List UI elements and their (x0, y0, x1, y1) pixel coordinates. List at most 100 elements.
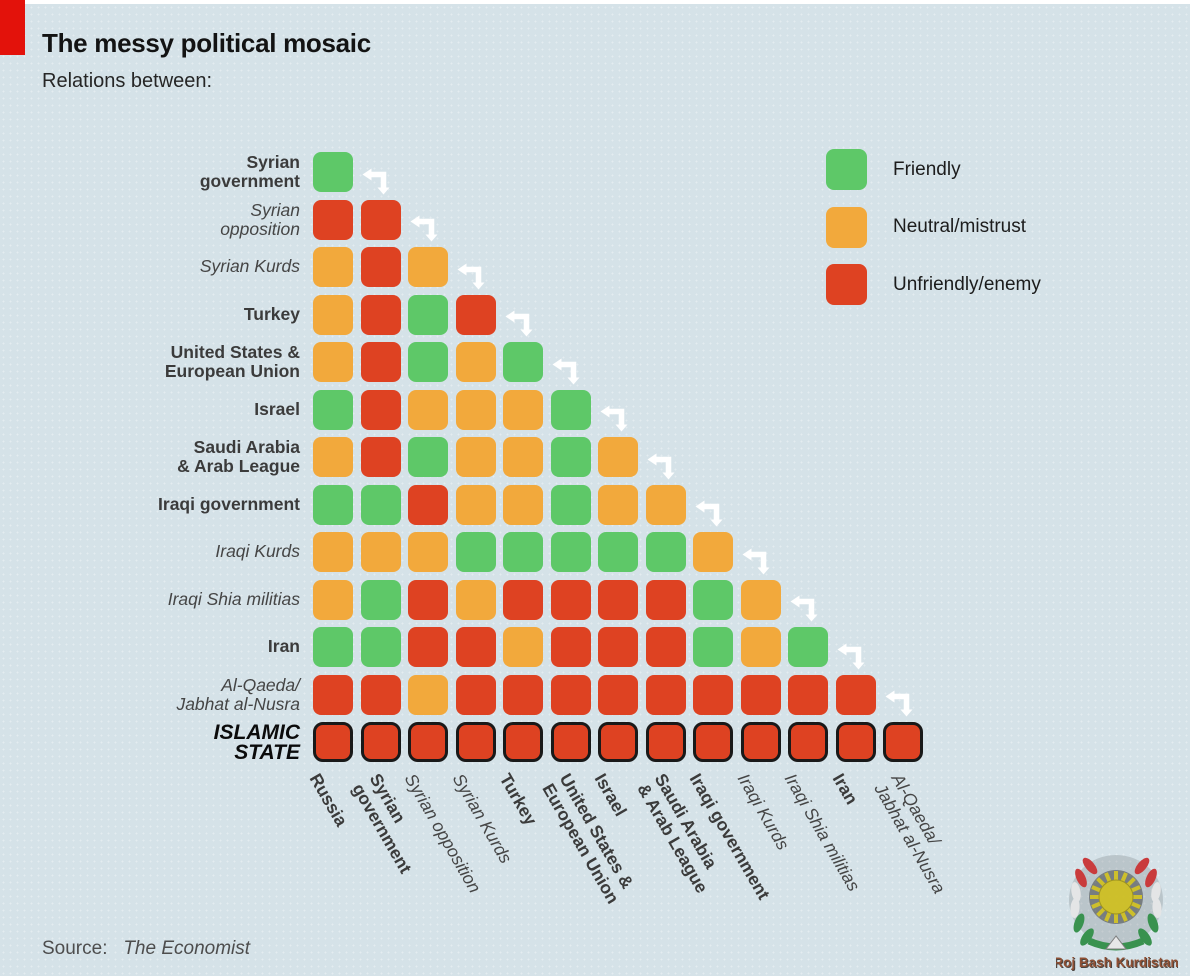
relation-cell (455, 532, 496, 572)
relation-cell (360, 674, 401, 715)
relation-cell (645, 722, 686, 762)
diagonal-turn-arrow-icon (742, 546, 771, 575)
relation-cell (313, 294, 353, 335)
row-label: Iraqi Kurds (215, 541, 300, 561)
relation-cell (598, 532, 638, 572)
relation-cell (455, 579, 496, 620)
row-label: Syrian government (199, 152, 300, 191)
relation-cell (788, 722, 828, 762)
row-label: United States & European Union (164, 342, 300, 381)
relation-cell (550, 627, 591, 667)
relation-cell (408, 389, 448, 430)
relation-cell (550, 674, 591, 715)
page-subtitle: Relations between: (42, 70, 213, 92)
relation-cell (693, 579, 733, 620)
diagonal-turn-arrow-icon (552, 356, 581, 385)
relation-cell (360, 532, 401, 572)
relation-cell (313, 152, 353, 192)
economist-red-tab (0, 0, 25, 55)
relation-cell (550, 437, 591, 477)
relation-cell (360, 484, 401, 525)
relation-cell (550, 722, 591, 762)
diagonal-turn-arrow-icon (885, 688, 914, 717)
row-label: Iraqi government (158, 493, 300, 514)
source-label: Source: (42, 938, 108, 959)
relation-cell (503, 437, 543, 477)
relation-cell (360, 722, 401, 762)
relation-cell (408, 342, 448, 382)
relation-cell (645, 484, 686, 525)
relation-cell (883, 722, 923, 762)
relation-cell (313, 199, 353, 240)
relation-cell (408, 627, 448, 667)
relation-cell (360, 389, 401, 430)
relation-cell (360, 579, 401, 620)
relation-cell (645, 627, 686, 667)
relation-cell (408, 437, 448, 477)
relation-cell (313, 437, 353, 477)
relation-cell (503, 627, 543, 667)
relation-cell (550, 532, 591, 572)
legend-item-neutral: Neutral/mistrust (826, 206, 1041, 248)
relation-cell (740, 722, 781, 762)
relation-cell (503, 674, 543, 715)
relation-cell (360, 342, 401, 382)
relation-cell (503, 389, 543, 430)
relation-cell (645, 579, 686, 620)
relation-cell (360, 627, 401, 667)
diagonal-turn-arrow-icon (600, 403, 629, 432)
relation-cell (455, 389, 496, 430)
relation-cell (408, 532, 448, 572)
relation-cell (455, 437, 496, 477)
relation-cell (598, 674, 638, 715)
row-label: Al-Qaeda/Jabhat al-Nusra (176, 674, 300, 714)
diagonal-turn-arrow-icon (505, 308, 534, 337)
chart-panel (0, 4, 1190, 976)
relation-cell (455, 627, 496, 667)
relation-cell (503, 579, 543, 620)
relation-cell (645, 674, 686, 715)
legend-item-unfriendly: Unfriendly/enemy (826, 264, 1041, 305)
relation-cell (360, 199, 401, 240)
legend-swatch-neutral (826, 206, 867, 248)
source-line: Source: The Economist (42, 938, 250, 960)
relation-cell (455, 484, 496, 525)
source-name: The Economist (123, 938, 251, 959)
relation-cell (313, 579, 353, 620)
relation-cell (740, 674, 781, 715)
relation-cell (788, 674, 828, 715)
legend-label-neutral: Neutral/mistrust (893, 216, 1027, 237)
relation-cell (360, 247, 401, 287)
watermark-logo: Roj Bash Kurdistan Roj Bash Kurdistan (1053, 840, 1180, 974)
relation-cell (598, 437, 638, 477)
row-label: Iran (267, 636, 300, 656)
legend-label-unfriendly: Unfriendly/enemy (893, 273, 1041, 295)
relation-cell (835, 674, 876, 715)
relation-cell (408, 294, 448, 335)
relation-cell (360, 437, 401, 477)
row-label: Israel (254, 398, 300, 419)
watermark-caption: Roj Bash Kurdistan (1056, 955, 1178, 970)
relation-cell (598, 627, 638, 667)
legend-label-friendly: Friendly (893, 158, 961, 180)
relation-cell (455, 342, 496, 382)
relation-cell (503, 342, 543, 382)
relation-cell (550, 389, 591, 430)
relation-cell (360, 294, 401, 335)
relation-cell (408, 247, 448, 287)
relation-cell (313, 247, 353, 287)
relation-cell (313, 627, 353, 667)
relation-cell (455, 294, 496, 335)
relation-cell (313, 389, 353, 430)
relation-cell (408, 484, 448, 525)
relation-cell (740, 579, 781, 620)
relation-cell (693, 722, 733, 762)
relation-cell (503, 722, 543, 762)
relation-cell (503, 532, 543, 572)
logo-base-icon (1104, 935, 1128, 950)
diagonal-turn-arrow-icon (837, 641, 866, 670)
row-label: Iraqi Shia militias (167, 588, 300, 609)
relation-cell (693, 627, 733, 667)
row-label: ISLAMIC STATE (213, 721, 300, 764)
